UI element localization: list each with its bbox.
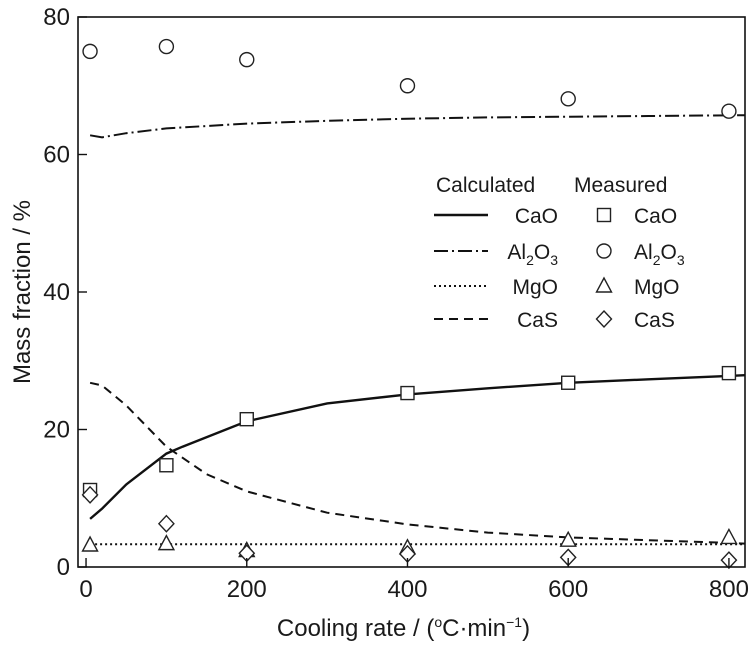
y-tick-label: 0	[57, 554, 70, 581]
measured-point-mgo	[157, 534, 176, 551]
legend-marker-diamond	[595, 309, 613, 329]
legend-label-part: CaS	[634, 309, 675, 332]
legend-label-subscript: 2	[526, 252, 534, 268]
legend-measured-label: Al2O3	[634, 241, 685, 268]
legend-label-part: MgO	[512, 276, 558, 299]
legend-label-part: CaS	[517, 309, 558, 332]
x-tick-label: 800	[709, 576, 749, 603]
legend-label-part: Al	[507, 241, 526, 264]
measured-point-al2o3	[158, 38, 175, 55]
x-axis-title-unit: C·min	[442, 615, 506, 642]
legend-header-measured: Measured	[574, 174, 667, 197]
legend-label-part: Al	[634, 241, 653, 264]
legend-label-part: O	[534, 241, 550, 264]
measured-point-cas	[81, 485, 99, 504]
measured-point-cao	[159, 458, 174, 473]
legend-calculated-label: Al2O3	[507, 241, 558, 268]
x-axis-title: Cooling rate / (oC·min−1)	[277, 614, 530, 642]
measured-point-mgo	[81, 535, 99, 552]
legend-measured-label: MgO	[634, 276, 680, 299]
measured-point-al2o3	[239, 51, 255, 68]
legend-calculated-label: MgO	[512, 276, 558, 299]
calculated-line-cas	[89, 381, 745, 545]
measured-point-al2o3	[82, 43, 98, 60]
y-tick-label: 40	[43, 279, 70, 306]
legend-marker-circle	[596, 243, 612, 259]
x-tick-label: 600	[548, 576, 588, 603]
x-tick-label: 400	[387, 576, 427, 603]
x-axis-title-degree: o	[434, 614, 442, 630]
x-axis-title-exponent: −1	[506, 614, 522, 630]
legend-measured-label: CaS	[634, 309, 675, 332]
measured-point-cao	[239, 411, 254, 427]
measured-point-al2o3	[721, 103, 737, 119]
y-tick-label: 20	[43, 417, 70, 444]
measured-point-cas	[157, 514, 175, 533]
measured-point-al2o3	[560, 91, 576, 107]
measured-point-mgo	[720, 527, 738, 545]
y-tick-label: 80	[43, 4, 70, 31]
x-axis-title-prefix: Cooling rate / (	[277, 615, 434, 642]
legend-label-part: CaO	[515, 205, 558, 228]
measured-point-cao	[561, 375, 576, 390]
legend-label-subscript: 3	[550, 252, 558, 268]
x-tick-label: 200	[227, 576, 267, 603]
legend-calculated-label: CaO	[515, 205, 558, 228]
legend-label-part: MgO	[634, 276, 680, 299]
legend-label-subscript: 3	[677, 252, 685, 268]
x-axis-title-suffix: )	[522, 615, 530, 642]
calculated-line-cao	[89, 374, 745, 520]
legend-label-subscript: 2	[653, 252, 661, 268]
calculated-line-al2o3	[89, 114, 745, 139]
y-axis-title: Mass fraction / %	[9, 200, 36, 384]
measured-point-cao	[721, 365, 737, 381]
plot-area	[81, 38, 745, 570]
measured-point-mgo	[559, 530, 577, 547]
legend-header-calculated: Calculated	[436, 174, 535, 197]
legend-marker-square	[596, 207, 612, 223]
legend-measured-label: CaO	[634, 205, 677, 228]
legend-label-part: O	[660, 241, 676, 264]
y-tick-label: 60	[43, 142, 70, 169]
legend-marker-triangle	[595, 276, 613, 293]
measured-point-cao	[400, 385, 415, 401]
x-tick-label: 0	[79, 576, 92, 603]
measured-point-al2o3	[399, 78, 416, 94]
legend-calculated-label: CaS	[517, 309, 558, 332]
legend-label-part: CaO	[634, 205, 677, 228]
